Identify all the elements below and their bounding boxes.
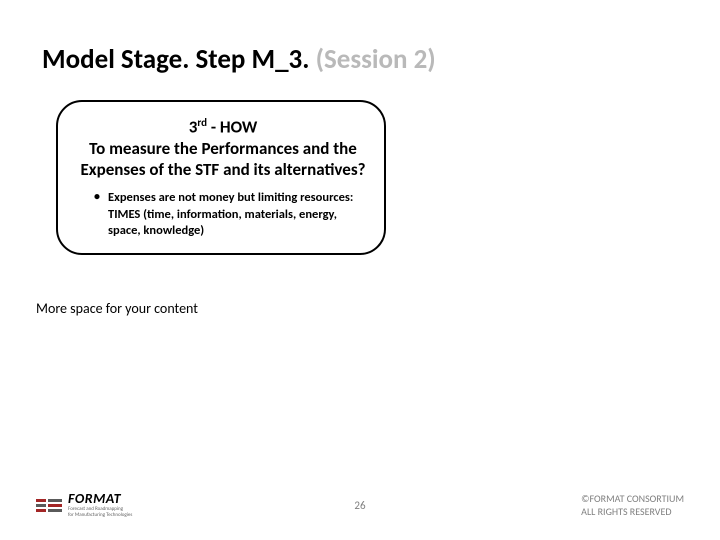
- bullet-1: Expenses are not money but limiting reso…: [98, 190, 366, 239]
- copyright: ©FORMAT CONSORTIUM ALL RIGHTS RESERVED: [581, 493, 684, 518]
- copyright-line-1: ©FORMAT CONSORTIUM: [581, 493, 684, 506]
- title-main: Model Stage. Step M_3.: [42, 43, 316, 76]
- slide-title: Model Stage. Step M_3. (Session 2): [42, 45, 662, 75]
- title-session: (Session 2): [316, 43, 436, 76]
- heading-body: To measure the Performances and the Expe…: [80, 138, 365, 180]
- title-wrap: Model Stage. Step M_3. (Session 2): [42, 45, 662, 75]
- heading-sup: rd: [197, 116, 207, 129]
- box-bullets: Expenses are not money but limiting reso…: [80, 190, 366, 239]
- slide: Model Stage. Step M_3. (Session 2) 3rd -…: [0, 0, 720, 540]
- box-heading: 3rd - HOW To measure the Performances an…: [80, 116, 366, 180]
- copyright-line-2: ALL RIGHTS RESERVED: [581, 506, 684, 519]
- how-box: 3rd - HOW To measure the Performances an…: [56, 100, 386, 255]
- more-space-text: More space for your content: [36, 300, 198, 317]
- heading-how: - HOW: [207, 117, 257, 138]
- logo-tagline-2: for Manufacturing Technologies: [68, 513, 132, 518]
